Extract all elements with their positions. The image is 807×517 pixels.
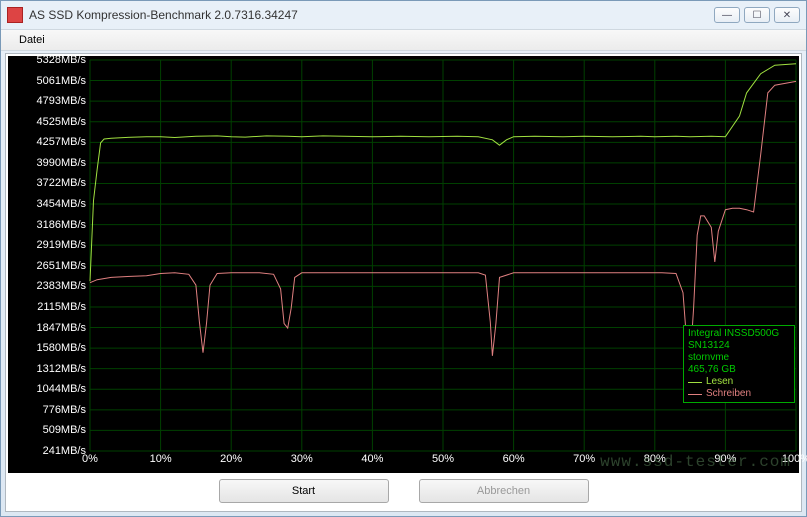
- x-tick-label: 70%: [573, 453, 595, 465]
- x-tick-label: 50%: [432, 453, 454, 465]
- y-tick-label: 5328MB/s: [36, 54, 86, 66]
- x-tick-label: 0%: [82, 453, 98, 465]
- legend-size: 465,76 GB: [688, 364, 790, 376]
- app-icon: [7, 7, 23, 23]
- y-tick-label: 4793MB/s: [36, 95, 86, 107]
- legend-box: Integral INSSD500GSN13124stornvme465,76 …: [683, 325, 795, 403]
- y-tick-label: 509MB/s: [43, 424, 86, 436]
- y-tick-label: 5061MB/s: [36, 75, 86, 87]
- y-tick-label: 2383MB/s: [36, 280, 86, 292]
- legend-device: Integral INSSD500G: [688, 328, 790, 340]
- legend-read: Lesen: [688, 376, 790, 388]
- y-tick-label: 2919MB/s: [36, 239, 86, 251]
- x-tick-label: 40%: [361, 453, 383, 465]
- y-tick-label: 1312MB/s: [36, 363, 86, 375]
- y-tick-label: 3722MB/s: [36, 177, 86, 189]
- x-tick-label: 30%: [291, 453, 313, 465]
- window-title: AS SSD Kompression-Benchmark 2.0.7316.34…: [29, 8, 714, 22]
- legend-sn: SN13124: [688, 340, 790, 352]
- y-tick-label: 3186MB/s: [36, 219, 86, 231]
- minimize-button[interactable]: —: [714, 7, 740, 23]
- y-tick-label: 4525MB/s: [36, 116, 86, 128]
- chart-area: 241MB/s509MB/s776MB/s1044MB/s1312MB/s158…: [8, 56, 799, 473]
- client-area: 241MB/s509MB/s776MB/s1044MB/s1312MB/s158…: [5, 53, 802, 512]
- y-tick-label: 2651MB/s: [36, 260, 86, 272]
- x-tick-label: 80%: [644, 453, 666, 465]
- chart-svg: [8, 56, 799, 473]
- y-tick-label: 1044MB/s: [36, 383, 86, 395]
- maximize-button[interactable]: ☐: [744, 7, 770, 23]
- y-tick-label: 1580MB/s: [36, 342, 86, 354]
- menubar: Datei: [1, 29, 806, 51]
- titlebar: AS SSD Kompression-Benchmark 2.0.7316.34…: [1, 1, 806, 29]
- y-tick-label: 3990MB/s: [36, 157, 86, 169]
- x-tick-label: 90%: [714, 453, 736, 465]
- x-tick-label: 20%: [220, 453, 242, 465]
- x-tick-label: 100%: [782, 453, 807, 465]
- app-window: AS SSD Kompression-Benchmark 2.0.7316.34…: [0, 0, 807, 517]
- button-row: Start Abbrechen: [6, 479, 801, 505]
- x-tick-label: 10%: [150, 453, 172, 465]
- legend-write: Schreiben: [688, 388, 790, 400]
- abort-button[interactable]: Abbrechen: [419, 479, 589, 503]
- y-tick-label: 3454MB/s: [36, 198, 86, 210]
- y-axis-labels: 241MB/s509MB/s776MB/s1044MB/s1312MB/s158…: [8, 56, 86, 473]
- y-tick-label: 2115MB/s: [37, 301, 86, 313]
- start-button[interactable]: Start: [219, 479, 389, 503]
- window-buttons: — ☐ ✕: [714, 7, 800, 23]
- x-tick-label: 60%: [503, 453, 525, 465]
- x-axis-labels: 0%10%20%30%40%50%60%70%80%90%100%: [8, 453, 799, 469]
- close-button[interactable]: ✕: [774, 7, 800, 23]
- y-tick-label: 776MB/s: [43, 404, 86, 416]
- y-tick-label: 4257MB/s: [36, 136, 86, 148]
- legend-driver: stornvme: [688, 352, 790, 364]
- y-tick-label: 1847MB/s: [36, 322, 86, 334]
- menu-file[interactable]: Datei: [11, 32, 53, 48]
